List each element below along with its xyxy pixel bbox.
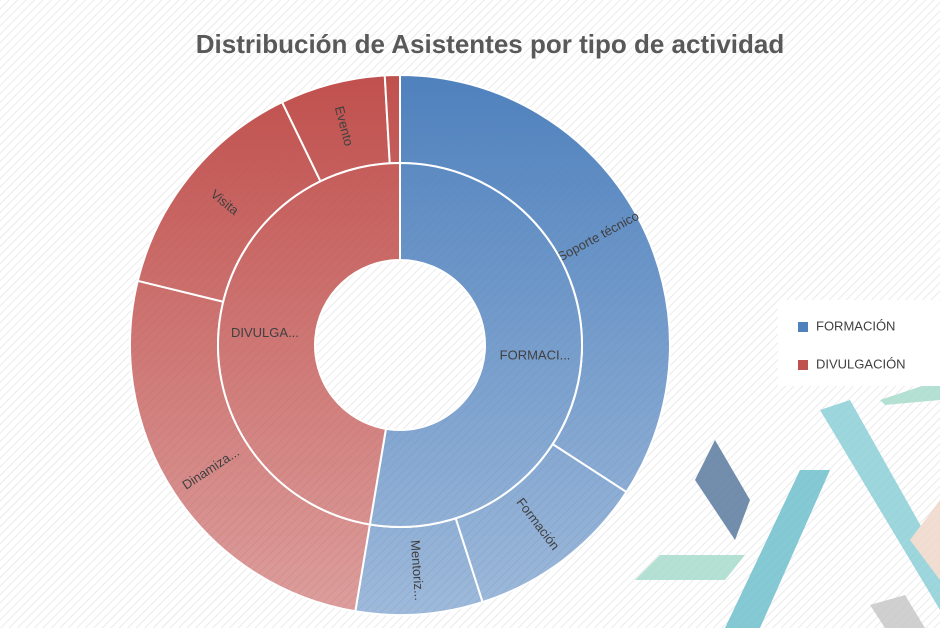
sunburst: Soporte técnicoFormaciónMentoriz...FORMA… — [129, 73, 671, 616]
legend: FORMACIÓN DIVULGACIÓN — [798, 318, 906, 371]
group-label: FORMACI... — [500, 348, 571, 363]
chart-title: Distribución de Asistentes por tipo de a… — [196, 29, 784, 59]
inner-segment — [217, 161, 401, 526]
legend-swatch — [798, 360, 808, 370]
segment-label: Mentoriz... — [408, 540, 427, 602]
decoration — [635, 380, 940, 628]
legend-box — [778, 300, 940, 386]
legend-label: DIVULGACIÓN — [816, 356, 906, 371]
legend-label: FORMACIÓN — [816, 318, 895, 333]
group-label: DIVULGA... — [231, 325, 299, 340]
inner-segment — [368, 161, 583, 528]
legend-swatch — [798, 322, 808, 332]
